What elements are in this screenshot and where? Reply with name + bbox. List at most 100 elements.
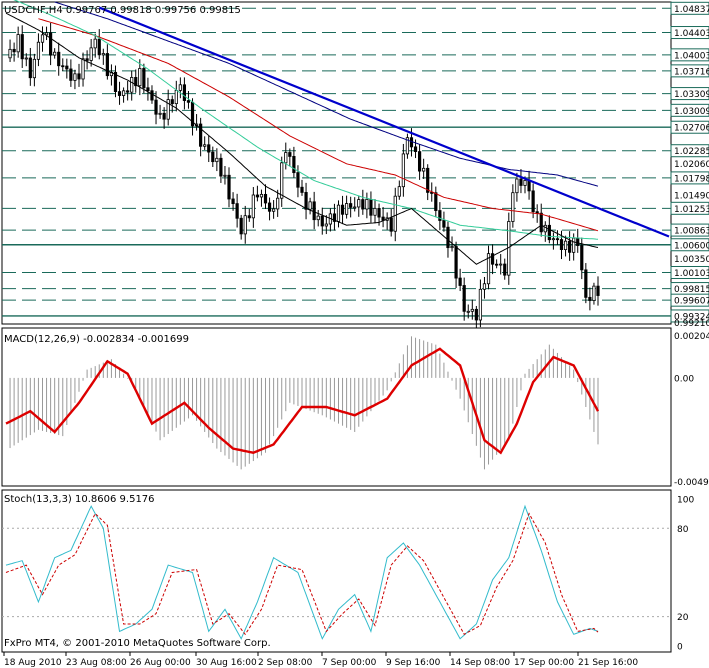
candle-body[interactable]: [61, 65, 65, 68]
candle-body[interactable]: [219, 157, 223, 177]
candle-body[interactable]: [430, 191, 434, 194]
candle-body[interactable]: [584, 269, 588, 298]
candle-body[interactable]: [576, 237, 580, 246]
candle-body[interactable]: [146, 87, 150, 92]
candle-body[interactable]: [365, 198, 369, 210]
candle-body[interactable]: [292, 156, 296, 174]
candle-body[interactable]: [178, 84, 182, 91]
candle-body[interactable]: [543, 224, 547, 233]
candle-body[interactable]: [259, 193, 264, 198]
candle-body[interactable]: [361, 199, 365, 210]
candle-body[interactable]: [255, 194, 259, 198]
candle-body[interactable]: [227, 174, 231, 200]
candle-body[interactable]: [349, 203, 353, 208]
candle-body[interactable]: [450, 246, 454, 249]
candle-body[interactable]: [24, 57, 28, 60]
candle-body[interactable]: [490, 253, 495, 265]
candle-body[interactable]: [300, 186, 304, 193]
candle-body[interactable]: [215, 157, 219, 163]
candle-body[interactable]: [182, 84, 187, 101]
candle-body[interactable]: [377, 207, 381, 218]
candle-body[interactable]: [69, 68, 73, 81]
candle-body[interactable]: [308, 201, 312, 210]
candle-body[interactable]: [568, 240, 572, 253]
candle-body[interactable]: [8, 48, 12, 59]
candle-body[interactable]: [482, 283, 487, 290]
candle-body[interactable]: [515, 178, 519, 194]
candle-body[interactable]: [454, 246, 458, 279]
candle-body[interactable]: [211, 151, 215, 163]
candle-body[interactable]: [405, 137, 410, 155]
candle-body[interactable]: [345, 203, 349, 215]
candle-body[interactable]: [417, 151, 422, 172]
candle-body[interactable]: [527, 180, 531, 192]
candle-body[interactable]: [203, 144, 207, 147]
candle-body[interactable]: [154, 99, 158, 115]
candle-body[interactable]: [36, 41, 41, 60]
candle-body[interactable]: [113, 71, 118, 92]
candle-body[interactable]: [499, 263, 503, 266]
candle-body[interactable]: [121, 90, 126, 96]
candle-body[interactable]: [207, 144, 211, 153]
candle-body[interactable]: [563, 240, 568, 250]
candle-body[interactable]: [284, 152, 288, 164]
candle-body[interactable]: [162, 112, 166, 120]
candle-body[interactable]: [276, 197, 280, 210]
candle-body[interactable]: [263, 193, 268, 204]
candle-body[interactable]: [85, 58, 89, 61]
candle-body[interactable]: [531, 190, 535, 213]
candle-body[interactable]: [199, 123, 203, 147]
candle-body[interactable]: [44, 32, 49, 36]
candle-body[interactable]: [539, 212, 543, 233]
candle-body[interactable]: [555, 238, 560, 241]
candle-body[interactable]: [320, 215, 324, 227]
candle-body[interactable]: [32, 58, 36, 79]
candle-body[interactable]: [93, 38, 97, 49]
candle-body[interactable]: [49, 32, 53, 56]
candle-body[interactable]: [158, 112, 162, 115]
candle-body[interactable]: [89, 47, 93, 61]
candle-body[interactable]: [65, 65, 69, 70]
candle-body[interactable]: [267, 202, 272, 212]
candle-body[interactable]: [401, 153, 405, 188]
candle-body[interactable]: [397, 186, 401, 197]
candle-body[interactable]: [474, 308, 478, 321]
candle-body[interactable]: [126, 90, 130, 93]
candle-body[interactable]: [117, 91, 122, 96]
candle-body[interactable]: [186, 100, 191, 103]
candle-body[interactable]: [373, 207, 377, 216]
candle-body[interactable]: [466, 310, 470, 313]
candle-body[interactable]: [288, 152, 292, 157]
candle-body[interactable]: [422, 167, 426, 172]
candle-body[interactable]: [316, 215, 320, 221]
candle-body[interactable]: [251, 194, 255, 219]
candle-body[interactable]: [434, 192, 438, 211]
candle-body[interactable]: [73, 73, 77, 81]
candle-body[interactable]: [235, 203, 239, 219]
candle-body[interactable]: [57, 51, 61, 67]
candle-body[interactable]: [239, 217, 243, 235]
candle-body[interactable]: [426, 167, 430, 193]
candle-body[interactable]: [53, 51, 57, 56]
candle-body[interactable]: [470, 308, 474, 312]
candle-body[interactable]: [280, 162, 284, 199]
candle-body[interactable]: [486, 253, 491, 285]
candle-body[interactable]: [243, 215, 247, 235]
candle-body[interactable]: [462, 285, 466, 312]
candle-body[interactable]: [592, 285, 596, 301]
candle-body[interactable]: [130, 77, 134, 93]
candle-body[interactable]: [304, 192, 308, 210]
candle-body[interactable]: [389, 217, 393, 232]
candle-body[interactable]: [442, 220, 446, 228]
candle-body[interactable]: [77, 73, 81, 80]
candle-body[interactable]: [495, 263, 499, 266]
candle-body[interactable]: [20, 34, 24, 60]
candle-body[interactable]: [105, 53, 109, 77]
candle-body[interactable]: [547, 224, 551, 241]
candle-body[interactable]: [170, 99, 174, 105]
candle-body[interactable]: [340, 204, 345, 215]
candle-body[interactable]: [142, 68, 146, 89]
candle-body[interactable]: [231, 198, 235, 205]
candle-body[interactable]: [247, 215, 251, 219]
